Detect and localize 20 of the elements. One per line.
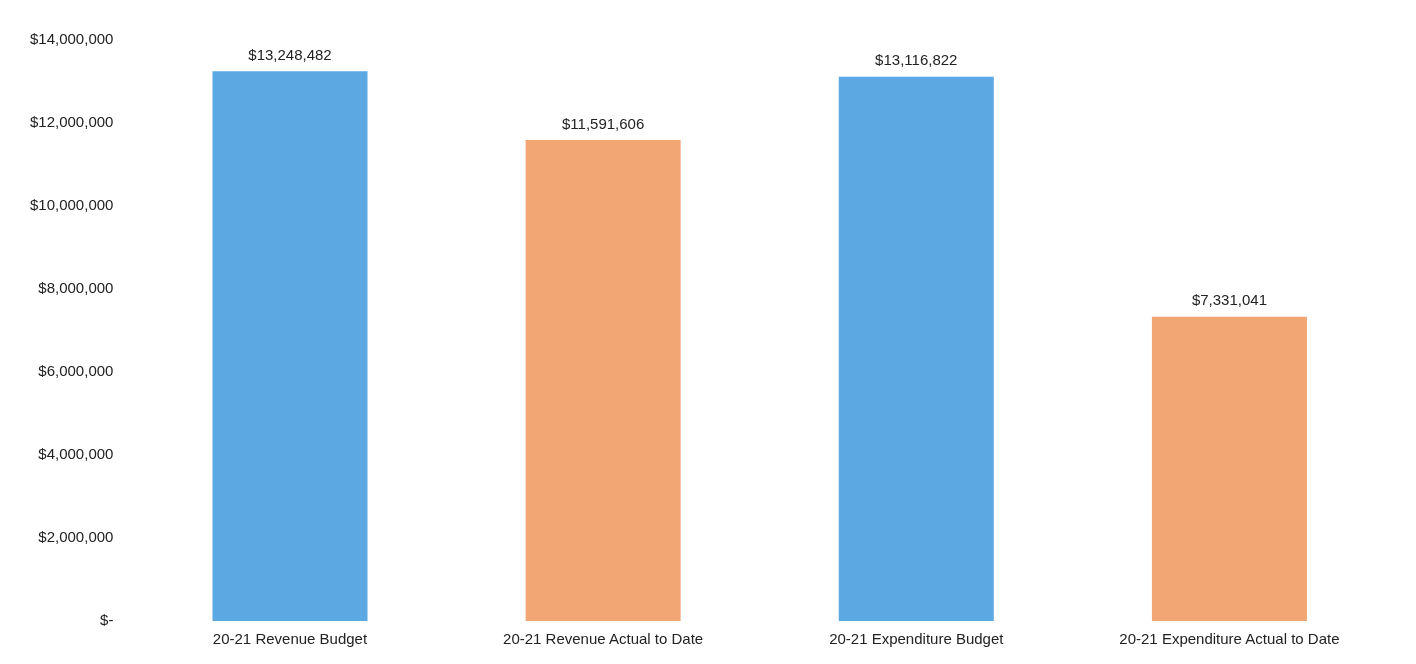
x-tick-label: 20-21 Expenditure Actual to Date <box>1119 630 1340 648</box>
data-label: $13,116,822 <box>875 51 958 69</box>
y-tick-label: $10,000,000 <box>29 196 114 214</box>
y-tick-label: $12,000,000 <box>29 113 114 131</box>
data-label: $13,248,482 <box>248 45 332 63</box>
y-tick-label: $4,000,000 <box>38 445 114 463</box>
data-label: $11,591,606 <box>561 114 645 132</box>
x-tick-label: 20-21 Revenue Budget <box>212 630 368 648</box>
data-label: $7,331,041 <box>1191 291 1267 309</box>
y-tick-label: $6,000,000 <box>38 362 114 380</box>
x-tick-label: 20-21 Revenue Actual to Date <box>503 630 704 648</box>
y-tick-label: $8,000,000 <box>38 279 114 297</box>
bar <box>1151 316 1307 621</box>
bar <box>838 76 994 621</box>
bar <box>212 71 368 621</box>
y-tick-label: $14,000,000 <box>29 30 114 48</box>
bar <box>525 139 681 621</box>
x-tick-label: 20-21 Expenditure Budget <box>829 630 1005 648</box>
y-tick-label: $- <box>100 611 114 629</box>
y-tick-label: $2,000,000 <box>38 528 114 546</box>
